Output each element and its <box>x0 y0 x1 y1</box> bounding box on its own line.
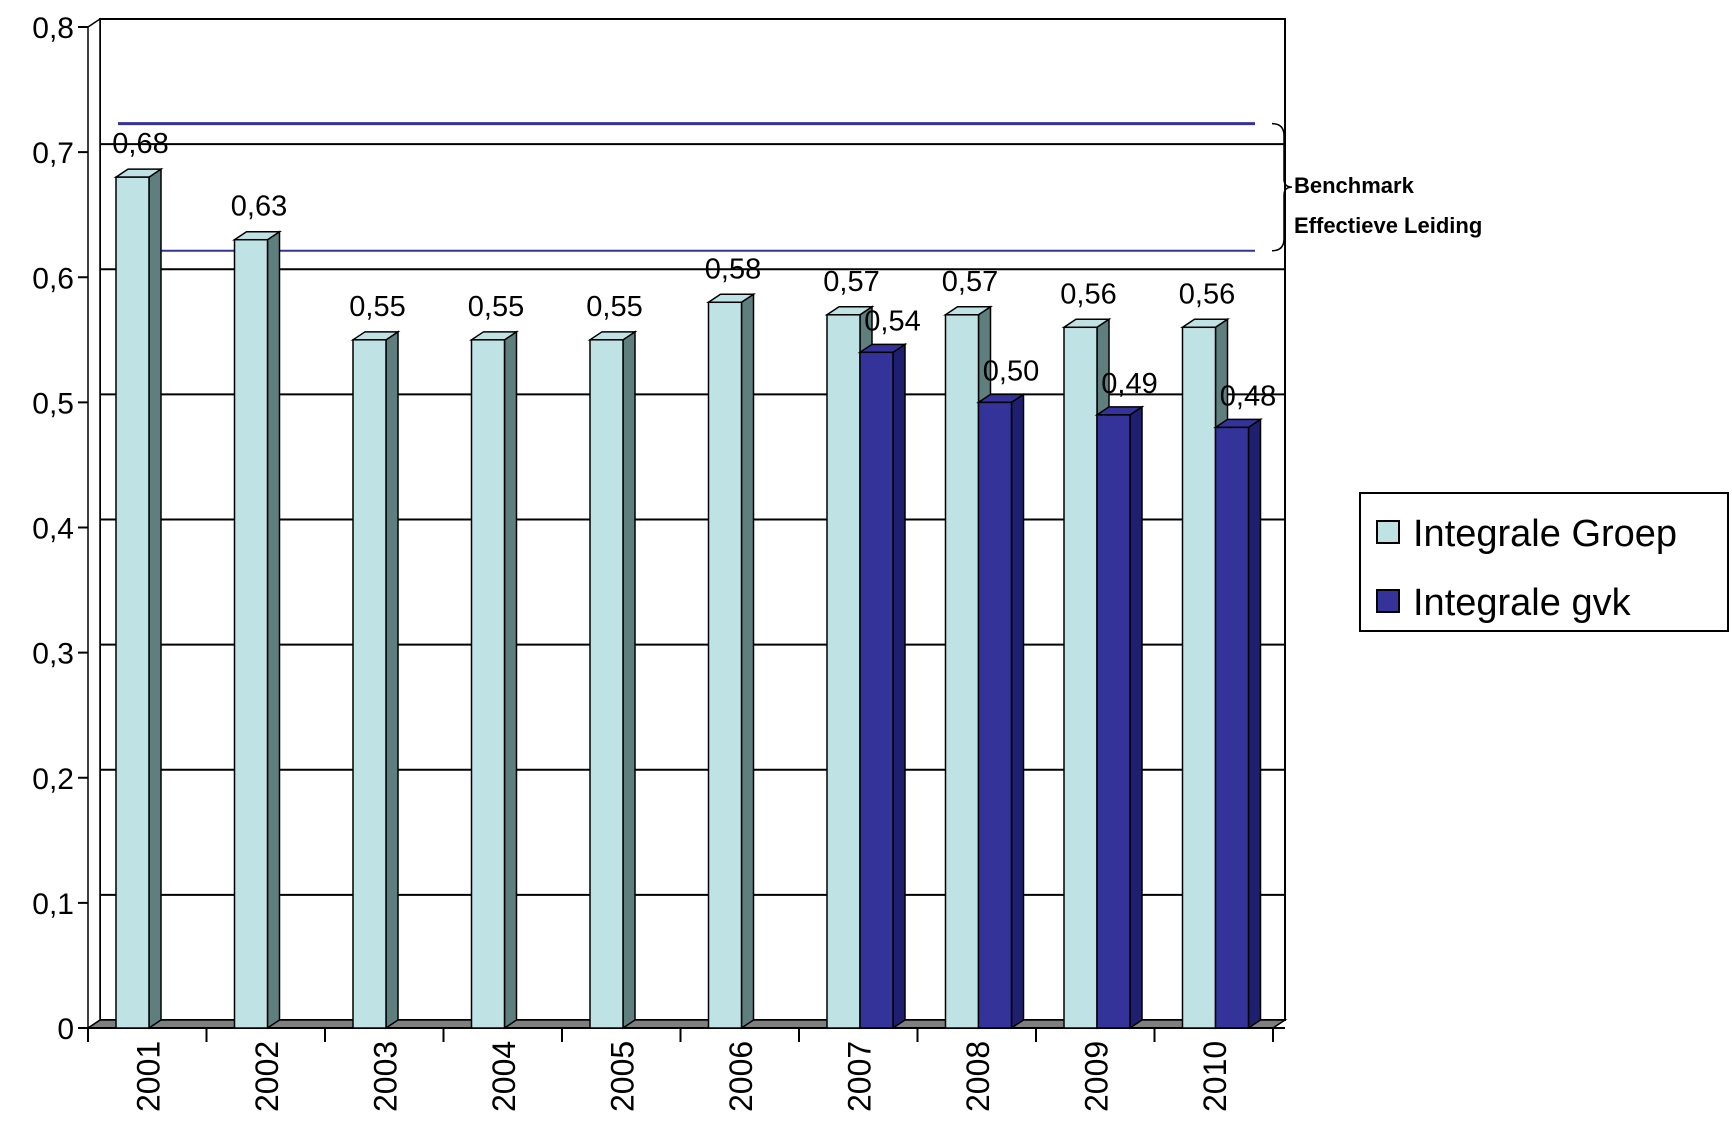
y-tick-label: 0,2 <box>32 763 74 796</box>
bar-integrale-groep-side <box>740 292 755 1030</box>
benchmark-band: Benchmark Effectieve Leiding <box>118 122 1482 252</box>
bar-integrale-gvk-side <box>1247 417 1262 1030</box>
x-tick-label: 2007 <box>841 1041 877 1112</box>
data-label-integrale-gvk: 0,48 <box>1220 380 1276 412</box>
y-tick-label: 0,7 <box>32 137 74 170</box>
bar-integrale-groep-side <box>503 330 518 1030</box>
benchmark-label-line1: Benchmark <box>1294 173 1415 198</box>
data-label-integrale-groep: 0,57 <box>942 266 998 298</box>
bar-integrale-groep-side <box>385 330 399 1030</box>
data-label-integrale-groep: 0,58 <box>705 253 761 285</box>
data-label-integrale-gvk: 0,49 <box>1101 368 1157 400</box>
benchmark-brace <box>1271 122 1293 252</box>
bar-integrale-groep <box>470 339 506 1029</box>
bar-integrale-groep <box>352 339 387 1029</box>
benchmark-label-line2: Effectieve Leiding <box>1294 213 1482 238</box>
bar-integrale-groep <box>707 301 743 1029</box>
x-tick-label: 2008 <box>960 1041 996 1112</box>
x-tick-label: 2003 <box>367 1041 403 1112</box>
data-label-integrale-groep: 0,68 <box>112 128 168 160</box>
y-tick-label: 0,1 <box>32 888 74 921</box>
bar-integrale-gvk-side <box>1010 392 1025 1030</box>
x-tick-label: 2005 <box>604 1041 640 1112</box>
bar-integrale-groep-side <box>622 330 636 1030</box>
bar-integrale-groep <box>826 314 861 1029</box>
data-label-integrale-groep: 0,63 <box>231 191 287 223</box>
data-label-integrale-groep: 0,57 <box>823 266 879 298</box>
y-tick-label: 0,3 <box>32 638 74 671</box>
legend-label-integrale-gvk: Integrale gvk <box>1413 582 1632 624</box>
bar-integrale-groep-side <box>266 230 281 1030</box>
data-label-integrale-groep: 0,55 <box>468 291 524 323</box>
x-tick-label: 2010 <box>1197 1041 1233 1112</box>
data-label-integrale-groep: 0,56 <box>1179 278 1235 310</box>
legend: Integrale Groep Integrale gvk <box>1359 492 1729 632</box>
legend-box <box>1359 492 1729 632</box>
chart-side-wall <box>87 17 101 1030</box>
legend-swatch-integrale-gvk <box>1376 589 1400 613</box>
bar-integrale-groep <box>233 238 269 1029</box>
data-label-integrale-groep: 0,56 <box>1060 278 1116 310</box>
bar-integrale-gvk <box>1214 426 1250 1029</box>
bar-integrale-gvk <box>1096 414 1131 1029</box>
bar-integrale-groep-side <box>148 167 162 1030</box>
data-label-integrale-groep: 0,55 <box>586 291 642 323</box>
bar-integrale-groep <box>1063 326 1098 1029</box>
data-label-integrale-groep: 0,55 <box>349 291 405 323</box>
y-tick-label: 0,8 <box>32 12 74 45</box>
bar-integrale-gvk-side <box>892 342 906 1030</box>
bars <box>113 167 1263 1030</box>
data-label-integrale-gvk: 0,54 <box>864 305 920 337</box>
bar-integrale-groep <box>115 176 150 1029</box>
x-tick-label: 2004 <box>486 1041 522 1112</box>
x-tick-label: 2001 <box>130 1041 166 1112</box>
bar-integrale-gvk <box>859 351 894 1029</box>
x-tick-label: 2009 <box>1078 1041 1114 1112</box>
bar-integrale-groep <box>944 314 980 1029</box>
data-label-integrale-gvk: 0,50 <box>983 355 1039 387</box>
bar-integrale-groep <box>1181 326 1217 1029</box>
y-tick-label: 0,5 <box>32 387 74 420</box>
legend-swatch-integrale-groep <box>1376 520 1400 544</box>
y-tick-label: 0,4 <box>32 513 74 546</box>
y-tick-label: 0,6 <box>32 262 74 295</box>
x-tick-label: 2002 <box>249 1041 285 1112</box>
bar-integrale-groep <box>589 339 624 1029</box>
x-tick-label: 2006 <box>723 1041 759 1112</box>
data-labels: 0,68 0,63 0,55 0,55 0,55 0,58 0,57 0,54 0,57 0,50… <box>112 128 1276 412</box>
bar-integrale-gvk-side <box>1129 405 1143 1030</box>
legend-label-integrale-groep: Integrale Groep <box>1413 513 1677 555</box>
y-tick-label: 0 <box>57 1013 74 1046</box>
bar-integrale-gvk <box>977 401 1013 1029</box>
